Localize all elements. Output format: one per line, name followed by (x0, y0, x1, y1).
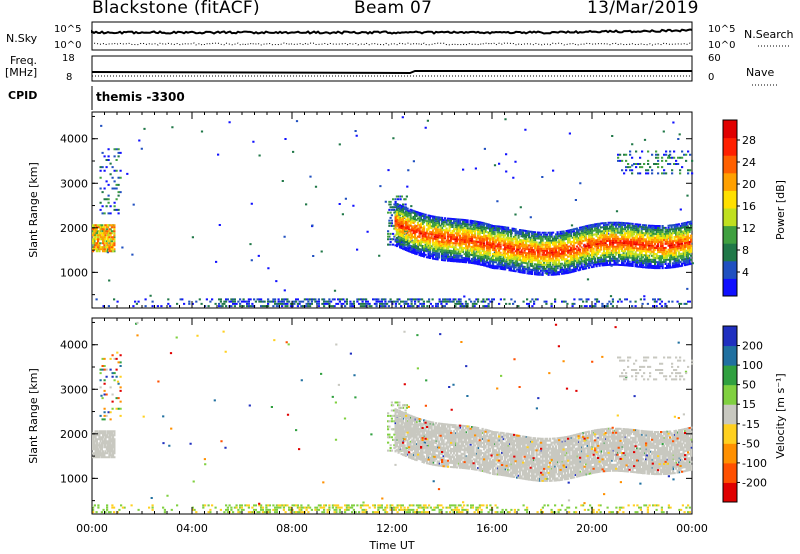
vel-colorbar-swatch-6 (723, 365, 737, 386)
freq-tick-bottom: 8 (66, 72, 73, 83)
vel-colorbar-label-1: 100 (742, 359, 763, 372)
power-colorbar-swatch-2 (723, 243, 737, 262)
vel-colorbar-label-6: -100 (742, 457, 767, 470)
cpid-label: CPID (8, 89, 38, 102)
xtick-label-1: 04:00 (176, 522, 208, 535)
vel-colorbar-swatch-5 (723, 384, 737, 405)
vel-colorbar-swatch-7 (723, 345, 737, 366)
nsearch-tick-bottom: 10^0 (708, 40, 736, 51)
vel-colorbar-swatch-8 (723, 326, 737, 347)
nsearch-line (91, 42, 693, 46)
power-colorbar-swatch-6 (723, 172, 737, 191)
power-echo-cells-3 (92, 148, 693, 270)
chart-title: Blackstone (fitACF) (92, 0, 260, 18)
power-colorbar-swatch-3 (723, 225, 737, 244)
nsky-panel (91, 21, 693, 51)
vel-ytick-label-3: 4000 (60, 339, 88, 352)
power-colorbar-swatch-8 (723, 137, 737, 156)
nsearch-label: N.Search (744, 28, 794, 41)
freq-unit: [MHz] (5, 66, 38, 79)
vel-colorbar-label-7: -200 (742, 476, 767, 489)
cpid-value: themis -3300 (96, 90, 185, 104)
power-ylabel: Slant Range [km] (27, 162, 40, 258)
power-ytick-label-1: 2000 (60, 222, 88, 235)
power-colorbar-label-1: 8 (742, 244, 749, 257)
vel-colorbar-label-2: 50 (742, 379, 756, 392)
power-colorbar-swatch-5 (723, 190, 737, 209)
power-colorbar-swatch-0 (723, 278, 737, 297)
power-colorbar-swatch-9 (723, 120, 737, 139)
nsky-label: N.Sky (6, 32, 38, 45)
power-colorbar-frame (722, 119, 738, 297)
power-ytick-label-3: 4000 (60, 133, 88, 146)
xtick-label-6: 00:00 (676, 522, 708, 535)
vel-colorbar-swatch-0 (723, 482, 737, 503)
vel-colorbar-label-3: 15 (742, 398, 756, 411)
vel-colorbar-label-4: -15 (742, 418, 760, 431)
vel-ytick-label-1: 2000 (60, 428, 88, 441)
power-colorbar-label-0: 4 (742, 266, 749, 279)
freq-tick-top: 18 (62, 53, 75, 64)
vel-colorbar-label-0: 200 (742, 340, 763, 353)
xtick-label-4: 16:00 (476, 522, 508, 535)
power-ytick-label-2: 3000 (60, 177, 88, 190)
nsky-tick-top: 10^5 (54, 24, 82, 35)
nave-label: Nave (746, 66, 775, 79)
vel-ytick-label-0: 1000 (60, 472, 88, 485)
vel-ytick-label-2: 3000 (60, 383, 88, 396)
xtick-label-2: 08:00 (276, 522, 308, 535)
xtick-label-5: 20:00 (576, 522, 608, 535)
power-colorbar-swatch-1 (723, 260, 737, 279)
xtick-label-3: 12:00 (376, 522, 408, 535)
vel-colorbar-label-5: -50 (742, 437, 760, 450)
vel-colorbar-swatch-4 (723, 404, 737, 425)
x-axis-label: Time UT (368, 539, 414, 552)
nsearch-tick-top: 10^5 (708, 24, 736, 35)
power-colorbar-label-3: 16 (742, 200, 756, 213)
power-ytick-label-0: 1000 (60, 266, 88, 279)
vel-colorbar-swatch-1 (723, 462, 737, 483)
freq-line (91, 70, 692, 75)
nave-tick-bottom: 0 (708, 72, 715, 83)
nsky-line (91, 28, 693, 35)
vel-colorbar-swatch-3 (723, 423, 737, 444)
beam-label: Beam 07 (354, 0, 433, 18)
power-colorbar-label-4: 20 (742, 178, 756, 191)
power-colorbar-swatch-4 (723, 208, 737, 227)
vel-colorbar-swatch-2 (723, 443, 737, 464)
freq-panel (91, 55, 693, 82)
vel-echo-cells-4 (92, 321, 694, 502)
power-colorbar-label-2: 12 (742, 222, 756, 235)
power-colorbar-title: Power [dB] (774, 180, 787, 240)
power-colorbar-swatch-7 (723, 155, 737, 174)
vel-colorbar-frame (722, 325, 738, 503)
vel-ylabel: Slant Range [km] (27, 368, 40, 464)
nsky-tick-bottom: 10^0 (54, 40, 82, 51)
date-label: 13/Mar/2019 (587, 0, 699, 18)
power-colorbar-label-5: 24 (742, 156, 756, 169)
nave-tick-top: 60 (708, 53, 721, 64)
freq-label: Freq. (10, 54, 38, 67)
xtick-label-0: 00:00 (76, 522, 108, 535)
vel-colorbar-title: Velocity [m s⁻¹] (774, 373, 787, 458)
power-colorbar-label-6: 28 (742, 134, 756, 147)
